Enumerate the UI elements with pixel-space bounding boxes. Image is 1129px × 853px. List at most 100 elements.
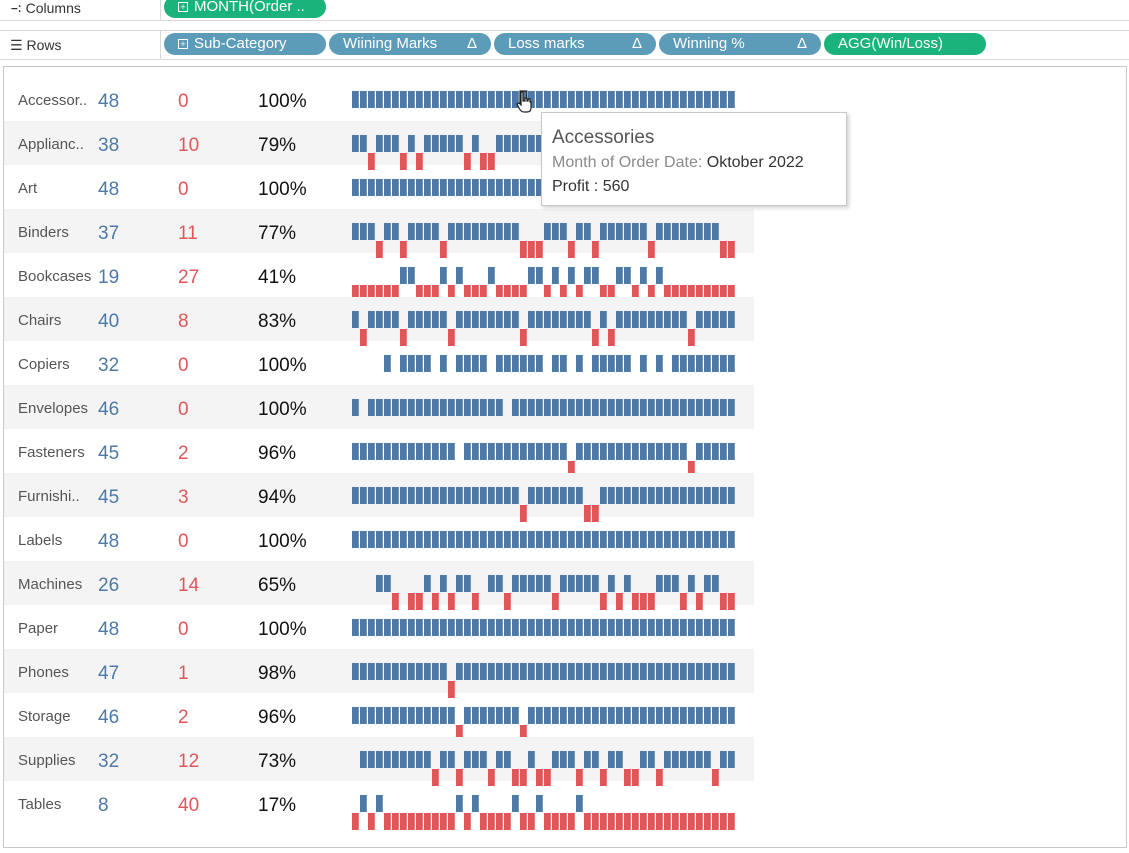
win-mark: [680, 751, 687, 768]
win-mark: [456, 223, 463, 240]
win-mark: [512, 663, 519, 680]
win-mark: [560, 531, 567, 548]
delta-icon: Δ: [796, 35, 807, 52]
win-mark: [432, 179, 439, 196]
win-mark: [376, 179, 383, 196]
win-mark: [376, 91, 383, 108]
win-mark: [712, 619, 719, 636]
win-mark: [536, 399, 543, 416]
win-mark: [528, 707, 535, 724]
loss-mark: [480, 813, 487, 830]
win-mark: [456, 663, 463, 680]
win-mark: [616, 707, 623, 724]
win-mark: [528, 531, 535, 548]
win-mark: [504, 311, 511, 328]
win-mark: [424, 663, 431, 680]
loss-mark: [632, 285, 639, 302]
pill-month-order[interactable]: + MONTH(Order ..: [164, 0, 326, 18]
loss-mark: [512, 769, 519, 786]
win-mark: [512, 487, 519, 504]
win-mark: [688, 531, 695, 548]
pill-agg-win-loss[interactable]: AGG(Win/Loss): [824, 33, 986, 55]
pill-winning-pct[interactable]: Winning % Δ: [659, 33, 821, 55]
rows-shelf: ☰ Rows + Sub-Category Wiining Marks Δ Loss…: [0, 30, 1129, 60]
winning-marks-value: 37: [98, 223, 119, 244]
win-mark: [496, 619, 503, 636]
win-mark: [504, 663, 511, 680]
win-mark: [696, 91, 703, 108]
loss-mark: [448, 593, 455, 610]
win-mark: [728, 91, 735, 108]
loss-mark: [608, 285, 615, 302]
win-mark: [520, 135, 527, 152]
row-label: Labels: [18, 532, 62, 549]
win-mark: [376, 311, 383, 328]
win-mark: [504, 707, 511, 724]
win-mark: [616, 487, 623, 504]
win-mark: [584, 751, 591, 768]
win-mark: [560, 751, 567, 768]
pill-label: Winning %: [673, 35, 745, 52]
win-mark: [520, 663, 527, 680]
win-mark: [400, 707, 407, 724]
win-mark: [704, 619, 711, 636]
win-mark: [608, 531, 615, 548]
win-mark: [672, 751, 679, 768]
row-label: Accessor..: [18, 92, 87, 109]
loss-mark: [504, 285, 511, 302]
win-mark: [696, 619, 703, 636]
pill-winning-marks[interactable]: Wiining Marks Δ: [329, 33, 491, 55]
win-mark: [480, 91, 487, 108]
loss-mark: [720, 813, 727, 830]
win-mark: [648, 487, 655, 504]
loss-mark: [696, 285, 703, 302]
loss-marks-value: 8: [178, 311, 189, 332]
win-mark: [480, 355, 487, 372]
win-mark: [456, 619, 463, 636]
win-mark: [624, 575, 631, 592]
win-mark: [536, 91, 543, 108]
win-mark: [360, 135, 367, 152]
win-mark: [696, 223, 703, 240]
win-mark: [448, 751, 455, 768]
win-mark: [416, 443, 423, 460]
delta-icon: Δ: [466, 35, 477, 52]
win-mark: [632, 91, 639, 108]
loss-mark: [432, 285, 439, 302]
win-mark: [496, 707, 503, 724]
loss-mark: [448, 813, 455, 830]
win-mark: [480, 399, 487, 416]
win-mark: [560, 575, 567, 592]
win-mark: [456, 355, 463, 372]
win-mark: [456, 91, 463, 108]
win-mark: [536, 135, 543, 152]
win-mark: [544, 487, 551, 504]
win-mark: [512, 575, 519, 592]
win-mark: [464, 311, 471, 328]
loss-mark: [416, 153, 423, 170]
loss-marks-value: 0: [178, 355, 189, 376]
win-mark: [440, 487, 447, 504]
win-mark: [656, 91, 663, 108]
win-mark: [424, 575, 431, 592]
shelf-divider: [160, 31, 161, 59]
win-mark: [456, 795, 463, 812]
win-mark: [632, 311, 639, 328]
win-mark: [472, 179, 479, 196]
win-mark: [584, 399, 591, 416]
winning-marks-value: 19: [98, 267, 119, 288]
loss-mark: [384, 813, 391, 830]
win-mark: [400, 399, 407, 416]
win-mark: [688, 575, 695, 592]
win-mark: [608, 399, 615, 416]
win-mark: [552, 399, 559, 416]
win-mark: [392, 135, 399, 152]
loss-mark: [632, 813, 639, 830]
win-mark: [656, 619, 663, 636]
win-mark: [560, 223, 567, 240]
win-mark: [592, 443, 599, 460]
pill-loss-marks[interactable]: Loss marks Δ: [494, 33, 656, 55]
win-mark: [528, 311, 535, 328]
pill-sub-category[interactable]: + Sub-Category: [164, 33, 326, 55]
win-mark: [392, 663, 399, 680]
